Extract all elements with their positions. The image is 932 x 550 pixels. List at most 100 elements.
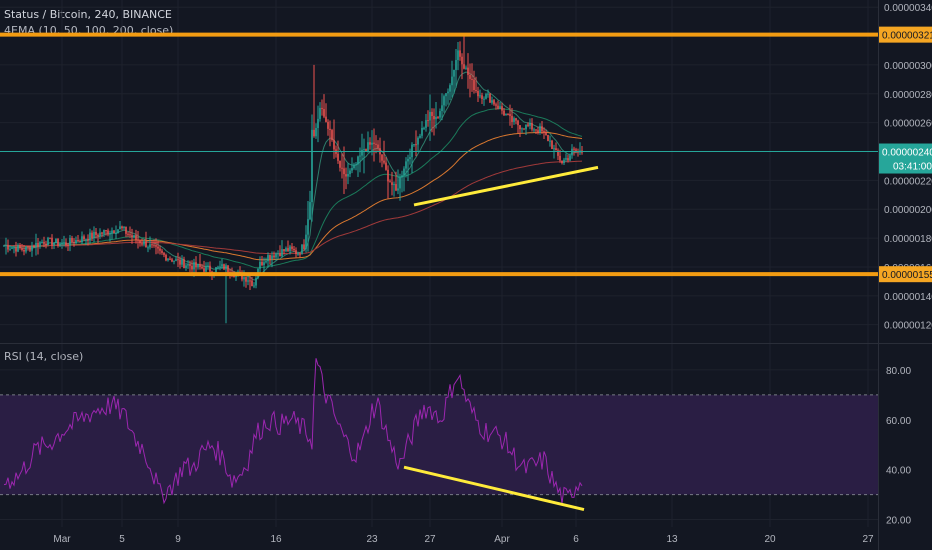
candle-body: [425, 120, 427, 128]
candle-body: [79, 241, 81, 243]
candle-body: [343, 168, 345, 175]
candle-body: [399, 177, 401, 189]
candle-body: [305, 234, 307, 249]
candle-body: [431, 111, 433, 117]
candle-body: [501, 106, 503, 111]
candle-body: [523, 128, 525, 130]
candle-body: [509, 114, 511, 116]
rsi-tick-label: 20.00: [886, 516, 911, 527]
candle-body: [245, 277, 247, 282]
candle-body: [93, 231, 95, 239]
candle-body: [567, 158, 569, 161]
candle-body: [321, 107, 323, 110]
countdown-label: 03:41:00: [893, 162, 932, 173]
candle-body: [167, 258, 169, 261]
candle-body: [455, 60, 457, 70]
candle-body: [125, 226, 127, 234]
candle-body: [457, 50, 459, 61]
rsi-trendline[interactable]: [403, 465, 585, 512]
candle-body: [545, 131, 547, 136]
candle-body: [101, 232, 103, 234]
candle-body: [369, 142, 371, 145]
candle-body: [535, 129, 537, 131]
candle-body: [479, 95, 481, 97]
candle-body: [207, 265, 209, 267]
candle-body: [437, 116, 439, 118]
candle-body: [247, 280, 249, 282]
candle-body: [389, 181, 391, 183]
candle-body: [13, 247, 15, 249]
candle-body: [449, 85, 451, 92]
candle-body: [381, 154, 383, 161]
candle-body: [77, 240, 79, 242]
candle-body: [47, 237, 49, 246]
candle-body: [333, 140, 335, 150]
candle-body: [293, 248, 295, 251]
candle-body: [39, 242, 41, 247]
candle-body: [277, 253, 279, 255]
candle-body: [467, 67, 469, 75]
candle-body: [275, 253, 277, 258]
candle-body: [55, 238, 57, 243]
candle-body: [539, 126, 541, 133]
candle-body: [481, 95, 483, 100]
price-tick-label: 0.00000260: [884, 119, 932, 130]
ema-50-line: [4, 108, 583, 269]
candle-body: [137, 239, 139, 241]
candle-body: [217, 266, 219, 268]
candle-body: [529, 122, 531, 126]
candle-body: [553, 148, 555, 150]
candle-body: [29, 246, 31, 251]
price-trendline[interactable]: [413, 165, 599, 207]
candle-body: [243, 277, 245, 280]
candle-body: [521, 128, 523, 130]
candle-body: [537, 130, 539, 133]
candle-body: [227, 265, 229, 273]
rsi-tick-label: 40.00: [886, 466, 911, 477]
candle-body: [515, 118, 517, 121]
candle-body: [503, 110, 505, 116]
candle-body: [155, 245, 157, 247]
candle-body: [447, 91, 449, 94]
candle-body: [461, 56, 463, 65]
candle-body: [323, 109, 325, 117]
current-price-label: 0.00000240: [882, 148, 932, 159]
candle-body: [67, 245, 69, 247]
candle-body: [317, 118, 319, 128]
candle-body: [85, 238, 87, 240]
candle-body: [407, 158, 409, 162]
candle-body: [339, 160, 341, 168]
candle-body: [383, 160, 385, 163]
candle-body: [69, 237, 71, 246]
candle-body: [127, 233, 129, 235]
candle-body: [19, 245, 21, 249]
candle-body: [477, 91, 479, 97]
candle-body: [49, 237, 51, 239]
candle-body: [541, 126, 543, 132]
price-tick-label: 0.00000180: [884, 234, 932, 245]
candle-body: [471, 78, 473, 80]
ema-100-line: [4, 131, 583, 261]
candle-body: [395, 184, 397, 191]
candle-body: [575, 149, 577, 152]
candle-body: [185, 265, 187, 268]
candle-body: [433, 116, 435, 120]
candle-body: [267, 255, 269, 262]
candle-body: [487, 93, 489, 95]
candle-body: [375, 143, 377, 145]
candle-body: [25, 246, 27, 252]
candle-body: [99, 232, 101, 237]
candle-body: [475, 90, 477, 92]
candle-body: [121, 226, 123, 229]
candle-body: [143, 241, 145, 245]
candle-body: [189, 264, 191, 266]
candle-body: [427, 120, 429, 122]
candle-body: [421, 127, 423, 136]
candle-body: [337, 153, 339, 161]
candle-body: [169, 258, 171, 260]
candle-body: [377, 144, 379, 149]
candle-body: [423, 127, 425, 129]
candles: [3, 33, 583, 324]
candle-body: [109, 233, 111, 235]
